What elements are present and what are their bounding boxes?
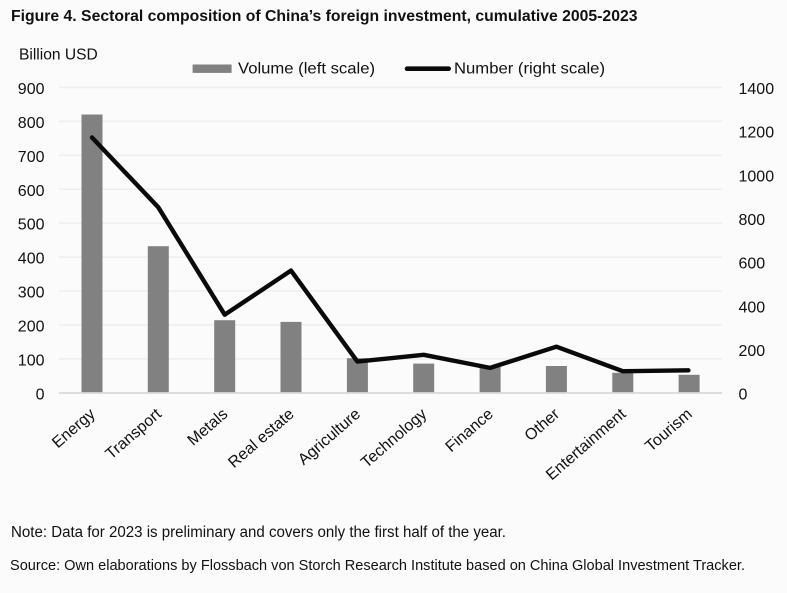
- svg-text:100: 100: [18, 353, 45, 370]
- svg-text:Number (right scale): Number (right scale): [454, 60, 605, 77]
- svg-text:Billion USD: Billion USD: [19, 46, 98, 63]
- svg-text:700: 700: [18, 149, 45, 166]
- svg-text:600: 600: [739, 256, 766, 273]
- svg-text:600: 600: [18, 183, 45, 200]
- svg-text:800: 800: [18, 115, 45, 132]
- svg-text:1000: 1000: [739, 168, 775, 185]
- svg-text:Figure 4. Sectoral composition: Figure 4. Sectoral composition of China’…: [11, 8, 638, 25]
- svg-text:400: 400: [18, 251, 45, 268]
- svg-text:400: 400: [739, 299, 766, 316]
- svg-text:0: 0: [36, 386, 45, 403]
- svg-text:500: 500: [18, 217, 45, 234]
- svg-text:Note: Data for 2023 is prelimi: Note: Data for 2023 is preliminary and c…: [11, 524, 506, 541]
- svg-text:900: 900: [18, 81, 45, 98]
- svg-text:Source: Own elaborations by Fl: Source: Own elaborations by Flossbach vo…: [10, 557, 745, 574]
- svg-text:200: 200: [739, 343, 766, 360]
- svg-text:300: 300: [18, 285, 45, 302]
- svg-text:Volume (left scale): Volume (left scale): [238, 60, 375, 77]
- svg-text:200: 200: [18, 319, 45, 336]
- svg-text:0: 0: [739, 386, 748, 403]
- svg-text:800: 800: [739, 212, 766, 229]
- svg-text:1200: 1200: [739, 125, 775, 142]
- svg-text:1400: 1400: [739, 81, 775, 98]
